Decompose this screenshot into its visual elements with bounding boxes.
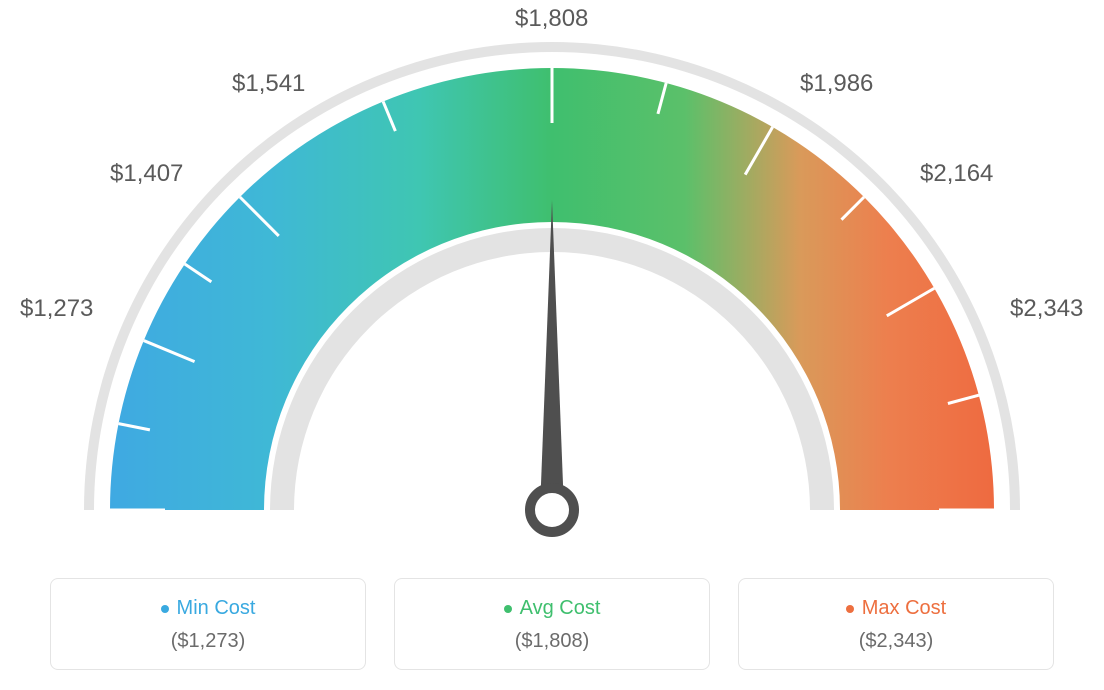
gauge-tick-label: $1,273 bbox=[20, 295, 93, 323]
legend-max-value: ($2,343) bbox=[749, 630, 1043, 653]
legend-row: Min Cost ($1,273) Avg Cost ($1,808) Max … bbox=[0, 578, 1104, 670]
legend-max-label: Max Cost bbox=[862, 597, 946, 620]
legend-min-label: Min Cost bbox=[177, 597, 256, 620]
dot-icon bbox=[504, 605, 512, 613]
gauge-tick-label: $1,407 bbox=[110, 160, 183, 188]
legend-avg-card: Avg Cost ($1,808) bbox=[394, 578, 710, 670]
legend-min-card: Min Cost ($1,273) bbox=[50, 578, 366, 670]
gauge-tick-label: $2,343 bbox=[1010, 295, 1083, 323]
legend-min-value: ($1,273) bbox=[61, 630, 355, 653]
cost-gauge-wrap: $1,273 $1,407 $1,541 $1,808 $1,986 $2,164 $2,3… bbox=[0, 0, 1104, 690]
dot-icon bbox=[161, 605, 169, 613]
legend-avg-value: ($1,808) bbox=[405, 630, 699, 653]
legend-max-card: Max Cost ($2,343) bbox=[738, 578, 1054, 670]
gauge-tick-label: $1,986 bbox=[800, 70, 873, 98]
legend-min-label-row: Min Cost bbox=[161, 597, 256, 620]
legend-avg-label-row: Avg Cost bbox=[504, 597, 601, 620]
gauge-chart: $1,273 $1,407 $1,541 $1,808 $1,986 $2,164 $2,3… bbox=[0, 0, 1104, 560]
legend-max-label-row: Max Cost bbox=[846, 597, 946, 620]
dot-icon bbox=[846, 605, 854, 613]
gauge-tick-label: $1,808 bbox=[515, 5, 588, 33]
gauge-tick-label: $1,541 bbox=[232, 70, 305, 98]
legend-avg-label: Avg Cost bbox=[520, 597, 601, 620]
gauge-tick-label: $2,164 bbox=[920, 160, 993, 188]
